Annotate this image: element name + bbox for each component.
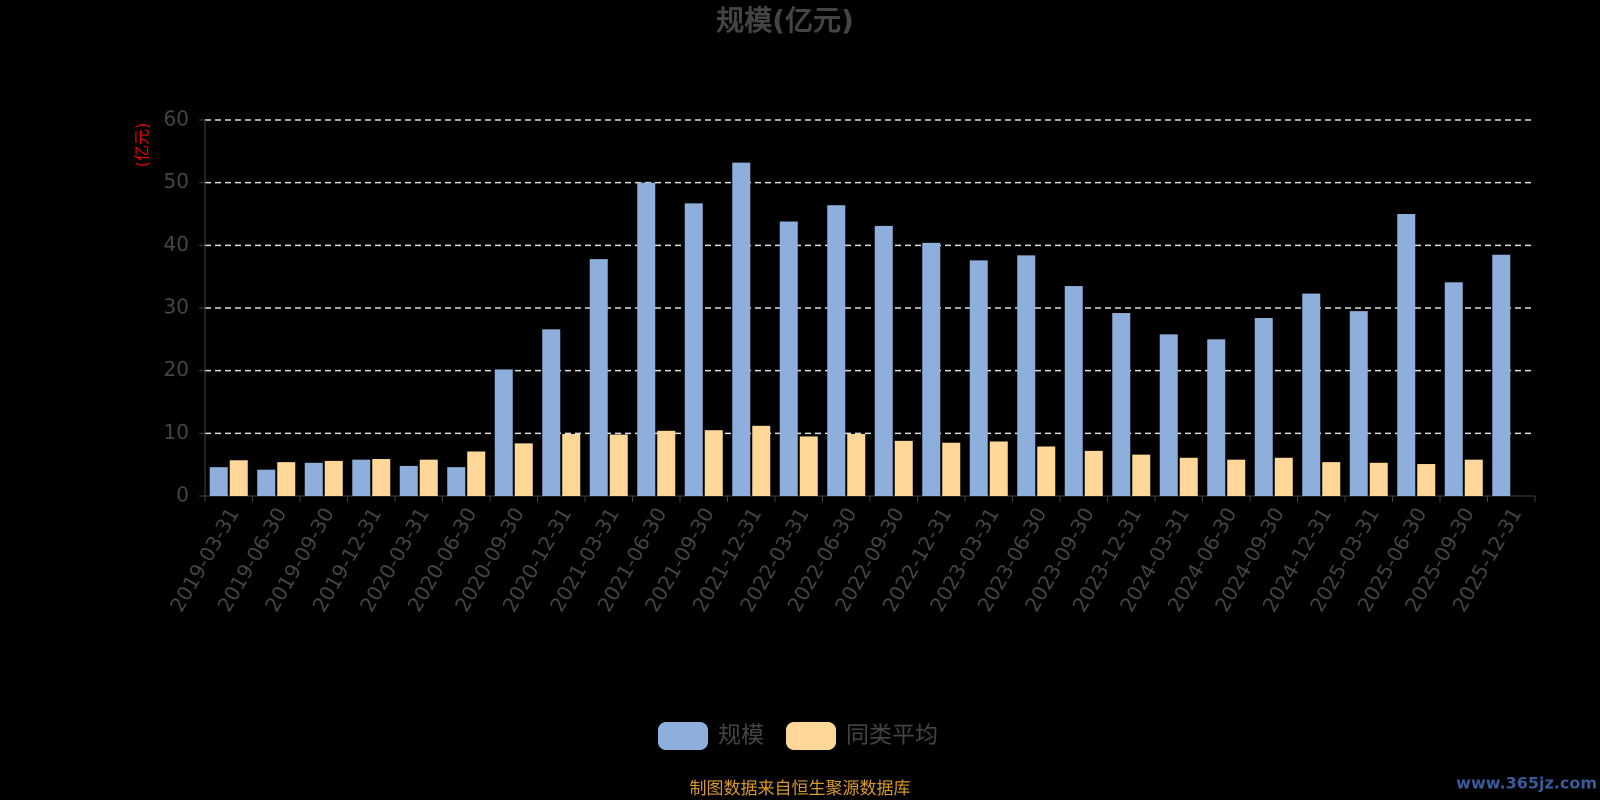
- legend-label: 同类平均: [846, 723, 938, 749]
- y-tick-label: 10: [164, 420, 189, 444]
- bar: [352, 459, 371, 496]
- bar: [752, 425, 771, 496]
- bar: [1492, 254, 1511, 496]
- bar: [799, 436, 818, 496]
- bar: [277, 462, 296, 496]
- bar: [1084, 450, 1103, 496]
- bar: [874, 225, 893, 496]
- legend-label: 规模: [718, 723, 764, 749]
- bar: [1444, 282, 1463, 496]
- bar: [324, 460, 343, 496]
- bar: [1207, 339, 1226, 496]
- bar: [209, 467, 228, 496]
- bar: [589, 259, 608, 496]
- bar: [1227, 459, 1246, 496]
- legend-swatch: [658, 722, 708, 750]
- bar: [467, 451, 486, 496]
- bar: [989, 441, 1008, 496]
- bar: [684, 203, 703, 496]
- bar: [779, 221, 798, 496]
- bar: [304, 462, 323, 496]
- bar: [1464, 459, 1483, 496]
- bar: [562, 433, 581, 496]
- bar: [1349, 311, 1368, 496]
- bar: [419, 459, 438, 496]
- bar: [494, 369, 513, 496]
- y-tick-label: 0: [176, 483, 189, 507]
- bar: [637, 182, 656, 496]
- bar: [1417, 464, 1436, 496]
- bar: [1179, 457, 1198, 496]
- bar: [1302, 293, 1321, 496]
- y-axis-label: (亿元): [133, 123, 152, 168]
- y-tick-label: 30: [164, 295, 189, 319]
- bar: [657, 430, 676, 496]
- y-tick-label: 60: [164, 107, 189, 131]
- bar: [399, 465, 418, 496]
- bar: [894, 440, 913, 496]
- bar: [1254, 318, 1273, 496]
- bar: [1064, 286, 1083, 496]
- bar: [1132, 454, 1151, 496]
- bar: [704, 430, 723, 496]
- bar: [827, 205, 846, 496]
- watermark: www.365jz.com: [1456, 774, 1597, 793]
- bar: [1037, 446, 1056, 496]
- bar: [1112, 313, 1131, 496]
- bar: [229, 460, 248, 496]
- legend-swatch: [786, 722, 836, 750]
- bar: [257, 469, 276, 496]
- y-tick-label: 40: [164, 232, 189, 256]
- bar: [609, 434, 628, 496]
- bar: [1322, 462, 1341, 496]
- bar: [447, 467, 466, 496]
- bar: [542, 329, 561, 496]
- bar: [1369, 462, 1388, 496]
- bar: [372, 459, 391, 496]
- bar: [969, 260, 988, 496]
- chart-title: 规模(亿元): [716, 4, 854, 37]
- bar: [1159, 334, 1178, 496]
- bar: [942, 442, 961, 496]
- y-tick-label: 20: [164, 357, 189, 381]
- bar: [732, 162, 751, 496]
- bar: [922, 242, 941, 496]
- y-tick-label: 50: [164, 169, 189, 193]
- bar: [1017, 255, 1036, 496]
- bar: [1397, 214, 1416, 496]
- bar: [1274, 457, 1293, 496]
- source-note: 制图数据来自恒生聚源数据库: [690, 779, 911, 799]
- bar: [847, 433, 866, 496]
- bar: [514, 443, 533, 496]
